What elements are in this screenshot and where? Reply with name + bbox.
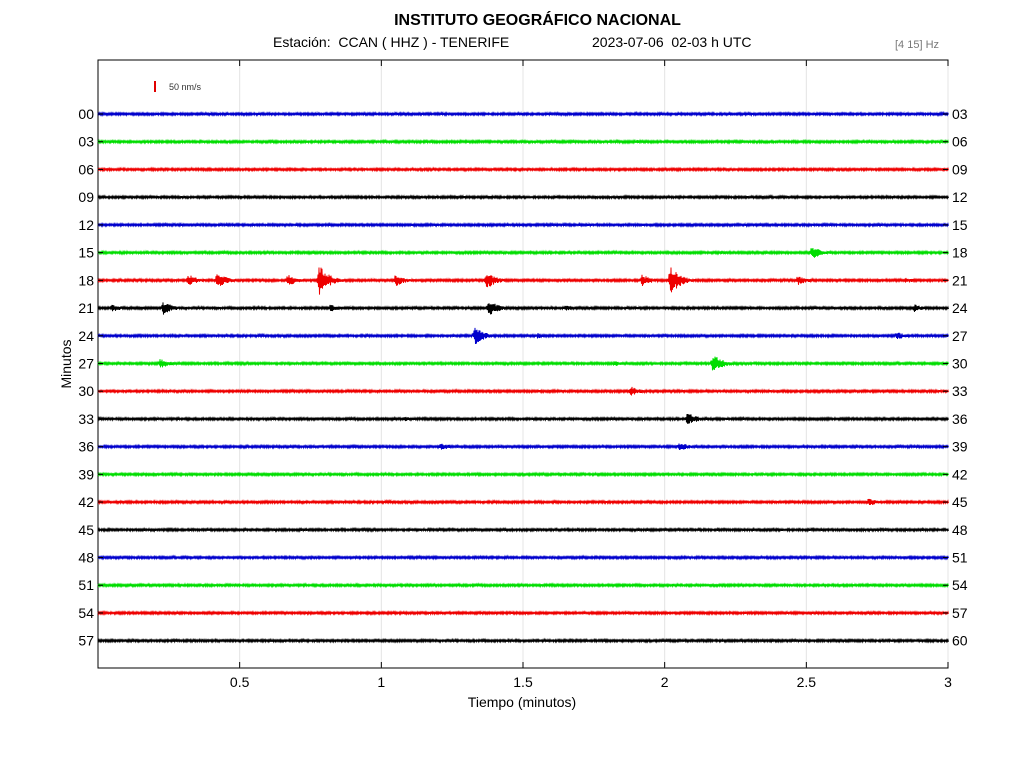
left-minute-label: 45 bbox=[78, 522, 94, 538]
left-minute-labels: 00 03 06 09 12 15 18 21 24 27 30 33 36 39 42 45 48 51 54 57 bbox=[78, 106, 103, 649]
left-minute-label: 27 bbox=[78, 355, 94, 371]
x-axis-ticks: 0.5 1 1.5 2 2.5 3 bbox=[230, 60, 952, 690]
trace-line bbox=[97, 386, 949, 396]
trace-line bbox=[97, 443, 949, 450]
trace-line bbox=[97, 166, 949, 173]
right-minute-labels: 03 06 09 12 15 18 21 24 27 30 33 36 39 42 45 48 51 54 57 60 bbox=[943, 106, 968, 649]
y-axis-label: Minutos bbox=[58, 339, 74, 388]
left-minute-label: 54 bbox=[78, 605, 94, 621]
right-minute-label: 03 bbox=[952, 106, 968, 122]
right-minute-label: 45 bbox=[952, 494, 968, 510]
trace-line bbox=[97, 194, 949, 201]
right-minute-label: 09 bbox=[952, 161, 968, 177]
left-minute-label: 00 bbox=[78, 106, 94, 122]
trace-line bbox=[97, 356, 949, 371]
left-minute-label: 51 bbox=[78, 577, 94, 593]
right-minute-label: 42 bbox=[952, 466, 968, 482]
trace-line bbox=[97, 221, 949, 228]
left-minute-label: 33 bbox=[78, 411, 94, 427]
trace-line bbox=[97, 498, 949, 506]
left-minute-label: 15 bbox=[78, 245, 94, 261]
trace-line bbox=[97, 609, 949, 617]
right-minute-label: 36 bbox=[952, 411, 968, 427]
trace-line bbox=[97, 413, 949, 424]
trace-line bbox=[97, 138, 949, 145]
left-minute-label: 42 bbox=[78, 494, 94, 510]
left-minute-label: 30 bbox=[78, 383, 94, 399]
left-minute-label: 39 bbox=[78, 466, 94, 482]
right-minute-label: 30 bbox=[952, 355, 968, 371]
x-tick-label: 2.5 bbox=[797, 674, 817, 690]
left-minute-label: 21 bbox=[78, 300, 94, 316]
x-tick-label: 3 bbox=[944, 674, 952, 690]
x-axis-label: Tiempo (minutos) bbox=[468, 694, 576, 710]
left-minute-label: 03 bbox=[78, 134, 94, 150]
left-minute-label: 57 bbox=[78, 633, 94, 649]
trace-line bbox=[97, 526, 949, 533]
right-minute-label: 54 bbox=[952, 577, 968, 593]
trace-line bbox=[97, 267, 949, 295]
trace-line bbox=[97, 248, 949, 258]
trace-line bbox=[97, 554, 949, 561]
chart-title: INSTITUTO GEOGRÁFICO NACIONAL bbox=[394, 12, 681, 29]
trace-group bbox=[97, 110, 949, 644]
trace-line bbox=[97, 471, 949, 478]
datetime-label: 2023-07-06 02-03 h UTC bbox=[592, 34, 752, 50]
right-minute-label: 39 bbox=[952, 439, 968, 455]
right-minute-label: 51 bbox=[952, 550, 968, 566]
right-minute-label: 06 bbox=[952, 134, 968, 150]
x-tick-label: 1.5 bbox=[513, 674, 533, 690]
right-minute-label: 15 bbox=[952, 217, 968, 233]
trace-line bbox=[97, 582, 949, 589]
left-minute-label: 24 bbox=[78, 328, 94, 344]
left-minute-label: 18 bbox=[78, 272, 94, 288]
x-tick-label: 0.5 bbox=[230, 674, 250, 690]
right-minute-label: 21 bbox=[952, 272, 968, 288]
trace-line bbox=[97, 327, 949, 345]
right-minute-label: 57 bbox=[952, 605, 968, 621]
right-minute-label: 33 bbox=[952, 383, 968, 399]
left-minute-label: 48 bbox=[78, 550, 94, 566]
right-minute-label: 48 bbox=[952, 522, 968, 538]
scale-bar-label: 50 nm/s bbox=[169, 82, 202, 92]
x-tick-label: 1 bbox=[377, 674, 385, 690]
x-tick-label: 2 bbox=[661, 674, 669, 690]
left-minute-label: 36 bbox=[78, 439, 94, 455]
left-minute-label: 06 bbox=[78, 161, 94, 177]
trace-line bbox=[97, 637, 949, 644]
trace-line bbox=[97, 110, 949, 118]
right-minute-label: 24 bbox=[952, 300, 968, 316]
station-label: Estación: CCAN ( HHZ ) - TENERIFE bbox=[273, 34, 510, 50]
right-minute-label: 27 bbox=[952, 328, 968, 344]
right-minute-label: 12 bbox=[952, 189, 968, 205]
trace-line bbox=[97, 302, 949, 315]
filter-band-label: [4 15] Hz bbox=[895, 39, 940, 51]
right-minute-label: 18 bbox=[952, 245, 968, 261]
left-minute-label: 09 bbox=[78, 189, 94, 205]
left-minute-label: 12 bbox=[78, 217, 94, 233]
right-minute-label: 60 bbox=[952, 633, 968, 649]
